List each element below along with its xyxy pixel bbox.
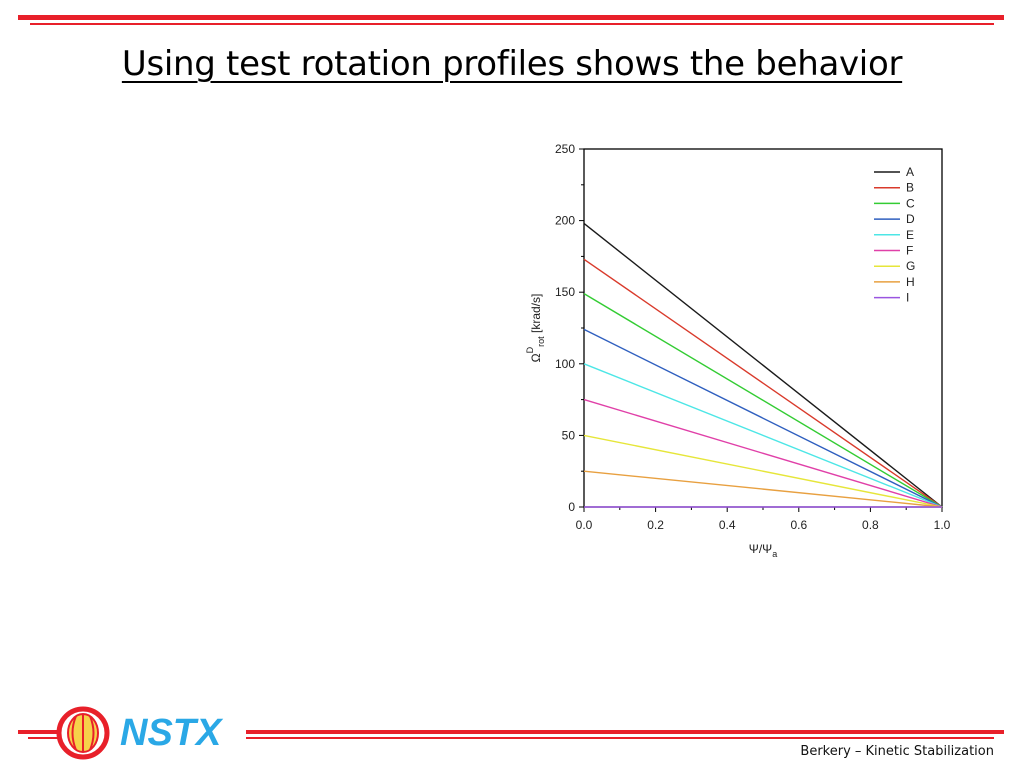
x-tick-label: 0.6 [790, 518, 807, 532]
rotation-profile-chart: 0.0 0.2 0.4 0.6 0.8 1.0050100150200250ABCDEFG… [525, 142, 951, 558]
nstx-logo-text: NSTX [120, 712, 222, 754]
top-rule-thin [30, 23, 994, 25]
legend-label-a: A [906, 165, 914, 179]
series-line-c [583, 293, 943, 508]
y-axis-title-unit: [krad/s] [529, 294, 543, 337]
top-rule-thick [18, 15, 1004, 20]
footer-rule-left-thin [28, 737, 60, 739]
y-tick-label: 200 [555, 214, 575, 228]
y-tick-label: 250 [555, 142, 575, 156]
x-axis-title-base: Ψ/Ψ [749, 542, 772, 556]
x-tick-label: 0.2 [647, 518, 664, 532]
x-tick-label: 0.4 [719, 518, 736, 532]
y-tick-label: 0 [568, 500, 575, 514]
x-axis-title: Ψ/Ψa [749, 542, 777, 558]
legend-label-i: I [906, 291, 909, 305]
y-tick-label: 100 [555, 357, 575, 371]
nstx-logo-icon [56, 706, 110, 760]
legend-label-h: H [906, 275, 915, 289]
slide-title: Using test rotation profiles shows the b… [121, 44, 903, 84]
legend-label-b: B [906, 181, 914, 195]
footer-caption: Berkery – Kinetic Stabilization [800, 744, 994, 759]
y-axis-title-superscript: D [525, 346, 535, 353]
y-tick-label: 150 [555, 285, 575, 299]
series-line-f [583, 398, 943, 508]
x-axis-title-subscript: a [772, 549, 777, 558]
x-tick-label: 1.0 [934, 518, 951, 532]
series-line-h [583, 470, 943, 508]
y-tick-label: 50 [562, 428, 576, 442]
y-axis-title: ΩDrot [krad/s] [525, 294, 546, 363]
footer-rule-left-thick [18, 730, 60, 734]
legend-label-g: G [906, 259, 915, 273]
series-line-a [583, 222, 943, 508]
y-axis-title-base: Ω [529, 353, 543, 362]
legend-label-d: D [906, 212, 915, 226]
legend-label-f: F [906, 244, 913, 258]
footer-rule-right-thick [246, 730, 1004, 734]
series-line-e [583, 363, 943, 508]
legend-label-c: C [906, 196, 915, 210]
series-line-d [583, 328, 943, 508]
series-line-g [583, 434, 943, 508]
legend-label-e: E [906, 228, 914, 242]
x-tick-label: 0.0 [576, 518, 593, 532]
series-line-b [583, 258, 943, 508]
x-tick-label: 0.8 [862, 518, 879, 532]
y-axis-title-subscript: rot [536, 336, 546, 347]
footer-rule-right-thin [246, 737, 994, 739]
